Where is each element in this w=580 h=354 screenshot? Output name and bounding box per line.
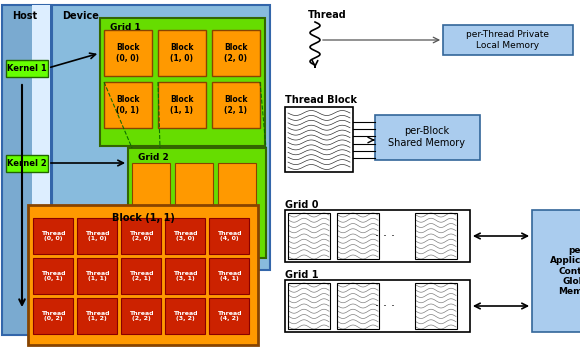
Bar — [77, 258, 117, 294]
Text: Thread
(3, 2): Thread (3, 2) — [173, 310, 197, 321]
Bar — [337, 213, 379, 259]
Bar — [158, 82, 206, 128]
Text: Thread
(4, 1): Thread (4, 1) — [217, 270, 241, 281]
Text: Grid 2: Grid 2 — [138, 153, 169, 162]
Text: Block
(1, 1): Block (1, 1) — [171, 95, 194, 115]
Text: Thread
(1, 1): Thread (1, 1) — [85, 270, 109, 281]
Text: Thread
(1, 2): Thread (1, 2) — [85, 310, 109, 321]
Text: Thread: Thread — [308, 10, 347, 20]
Bar — [165, 218, 205, 254]
Bar — [104, 30, 152, 76]
Text: Thread
(0, 1): Thread (0, 1) — [41, 270, 65, 281]
Bar — [285, 280, 470, 332]
Text: per-Block
Shared Memory: per-Block Shared Memory — [389, 126, 466, 148]
Bar — [52, 5, 270, 270]
Bar — [212, 82, 260, 128]
Bar — [285, 107, 353, 172]
Text: Block
(2, 0): Block (2, 0) — [224, 43, 248, 63]
Bar — [128, 148, 266, 258]
Bar — [6, 155, 48, 172]
Text: Thread
(3, 0): Thread (3, 0) — [173, 230, 197, 241]
Bar — [132, 210, 170, 252]
Text: Grid 1: Grid 1 — [110, 23, 141, 32]
Bar — [121, 258, 161, 294]
Bar — [132, 163, 170, 205]
Text: Thread Block: Thread Block — [285, 95, 357, 105]
Bar — [209, 298, 249, 334]
Bar — [77, 218, 117, 254]
Bar — [165, 258, 205, 294]
Text: Thread
(0, 0): Thread (0, 0) — [41, 230, 65, 241]
Bar — [175, 210, 213, 252]
Bar — [288, 213, 330, 259]
Bar — [121, 218, 161, 254]
Bar — [209, 218, 249, 254]
Bar — [285, 210, 470, 262]
Bar — [218, 163, 256, 205]
Bar — [33, 218, 73, 254]
Text: Kernel 1: Kernel 1 — [7, 64, 47, 73]
Text: Thread
(2, 1): Thread (2, 1) — [129, 270, 153, 281]
Bar — [104, 82, 152, 128]
Bar — [212, 30, 260, 76]
Text: Block
(0, 1): Block (0, 1) — [116, 95, 140, 115]
Text: Thread
(2, 0): Thread (2, 0) — [129, 230, 153, 241]
Bar — [175, 163, 213, 205]
Bar — [6, 60, 48, 77]
Bar — [415, 213, 457, 259]
Text: per-Thread Private
Local Memory: per-Thread Private Local Memory — [466, 30, 549, 50]
Text: Host: Host — [12, 11, 37, 21]
Bar — [337, 283, 379, 329]
Bar — [415, 283, 457, 329]
Text: Thread
(1, 0): Thread (1, 0) — [85, 230, 109, 241]
Text: Thread
(0, 2): Thread (0, 2) — [41, 310, 65, 321]
Text: Device: Device — [62, 11, 99, 21]
Bar — [28, 205, 258, 345]
Text: Block
(1, 0): Block (1, 0) — [171, 43, 194, 63]
Bar — [209, 258, 249, 294]
Text: Thread
(4, 2): Thread (4, 2) — [217, 310, 241, 321]
Bar — [121, 298, 161, 334]
Text: Thread
(4, 0): Thread (4, 0) — [217, 230, 241, 241]
Bar — [165, 298, 205, 334]
Bar — [158, 30, 206, 76]
Text: Grid 0: Grid 0 — [285, 200, 318, 210]
Bar — [375, 115, 480, 160]
Bar — [288, 283, 330, 329]
Text: Kernel 2: Kernel 2 — [7, 159, 47, 168]
Bar — [218, 210, 256, 252]
Text: Block (1, 1): Block (1, 1) — [111, 213, 175, 223]
Bar — [33, 298, 73, 334]
Text: per-
Application
Context
Global
Memory: per- Application Context Global Memory — [550, 246, 580, 296]
Bar — [100, 18, 265, 146]
Text: Block
(0, 0): Block (0, 0) — [116, 43, 140, 63]
Bar — [33, 258, 73, 294]
Text: Thread
(2, 2): Thread (2, 2) — [129, 310, 153, 321]
Bar — [77, 298, 117, 334]
Bar — [443, 25, 573, 55]
Bar — [32, 5, 50, 335]
Bar — [532, 210, 580, 332]
Text: Grid 1: Grid 1 — [285, 270, 318, 280]
Text: Block
(2, 1): Block (2, 1) — [224, 95, 248, 115]
Text: Thread
(3, 1): Thread (3, 1) — [173, 270, 197, 281]
Text: · · ·: · · · — [375, 229, 395, 242]
Bar — [2, 5, 50, 335]
Text: · · ·: · · · — [375, 299, 395, 313]
